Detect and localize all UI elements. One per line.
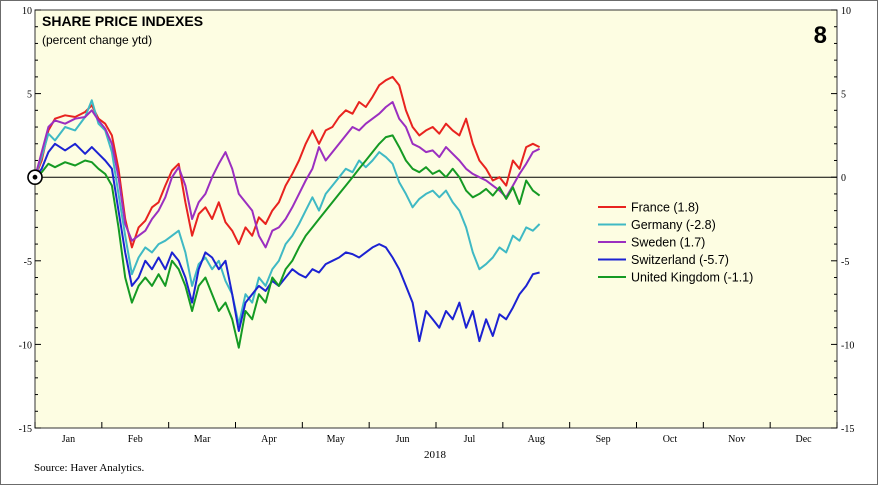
- x-tick-label: May: [327, 434, 345, 445]
- x-tick-label: Sep: [596, 434, 611, 445]
- legend-label-united-kingdom: United Kingdom (-1.1): [631, 271, 753, 285]
- y-tick-label-right: 5: [841, 90, 846, 101]
- legend-label-sweden: Sweden (1.7): [631, 236, 705, 250]
- x-tick-label: Apr: [261, 434, 277, 445]
- y-tick-label-right: -10: [841, 340, 854, 351]
- series-line-switzerland: [34, 142, 540, 343]
- series-line-sweden: [34, 101, 541, 249]
- chart-number: 8: [814, 22, 827, 49]
- legend-label-germany: Germany (-2.8): [631, 218, 716, 232]
- chart-title: SHARE PRICE INDEXES: [42, 13, 203, 29]
- y-tick-label-left: 10: [22, 6, 32, 17]
- y-tick-label-right: -5: [841, 257, 849, 268]
- year-label: 2018: [424, 449, 447, 461]
- series-line-germany: [34, 99, 541, 326]
- chart-subtitle: (percent change ytd): [42, 33, 152, 47]
- y-tick-label-left: -5: [24, 257, 32, 268]
- x-tick-label: Oct: [663, 434, 678, 445]
- legend-label-switzerland: Switzerland (-5.7): [631, 253, 729, 267]
- x-tick-label: Jan: [62, 434, 75, 445]
- source-note: Source: Haver Analytics.: [34, 462, 145, 474]
- x-tick-label: Feb: [128, 434, 143, 445]
- x-tick-label: Mar: [194, 434, 211, 445]
- series-line-united-kingdom: [34, 134, 541, 349]
- x-tick-label: Aug: [528, 434, 545, 445]
- y-tick-label-left: -10: [19, 340, 32, 351]
- legend-label-france: France (1.8): [631, 201, 699, 215]
- y-tick-label-left: 5: [27, 90, 32, 101]
- x-tick-label: Dec: [796, 434, 813, 445]
- x-tick-label: Jul: [464, 434, 476, 445]
- y-tick-label-right: 0: [841, 173, 846, 184]
- y-tick-label-right: -15: [841, 424, 854, 435]
- plot-area: [34, 9, 838, 429]
- y-tick-label-left: -15: [19, 424, 32, 435]
- x-tick-label: Jun: [396, 434, 410, 445]
- origin-marker-dot: [32, 174, 38, 180]
- x-tick-label: Nov: [728, 434, 745, 445]
- legend: France (1.8) Germany (-2.8) Sweden (1.7) Sw…: [598, 201, 753, 285]
- y-tick-label-right: 10: [841, 6, 851, 17]
